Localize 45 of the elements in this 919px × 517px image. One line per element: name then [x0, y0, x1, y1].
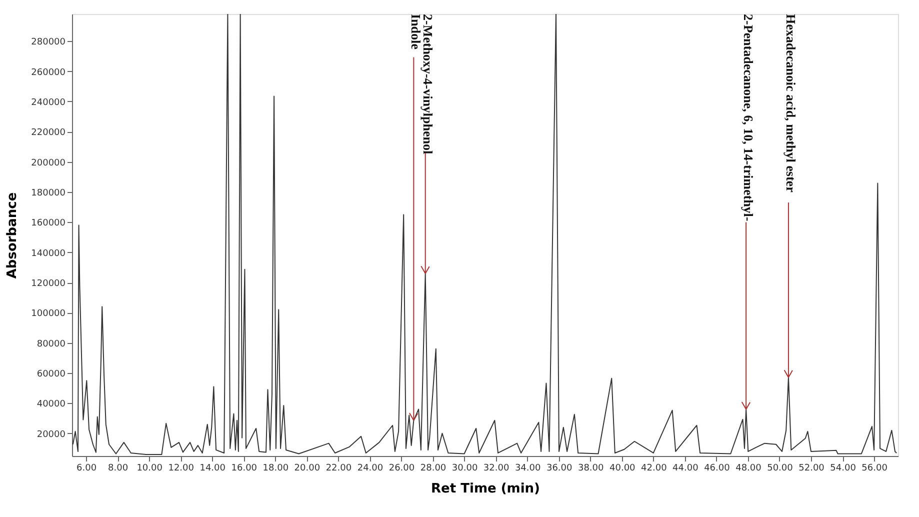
y-tick-label: 120000	[31, 279, 66, 290]
x-tick-label: 30.00	[452, 464, 478, 474]
x-tick-label: 48.00	[736, 464, 762, 474]
y-tick-label: 100000	[31, 309, 66, 320]
line-series	[72, 14, 898, 455]
y-tick-label: 260000	[31, 68, 66, 78]
x-tick-label: 26.00	[388, 464, 415, 474]
y-tick-label: 240000	[31, 98, 66, 108]
x-tick-label: 32.00	[483, 464, 510, 474]
y-tick-label: 280000	[31, 38, 66, 48]
y-tick-label: 60000	[36, 370, 66, 380]
x-tick-label: 38.00	[578, 464, 604, 474]
x-tick-label: 18.00	[262, 464, 289, 474]
x-tick-label: 36.00	[546, 464, 572, 474]
x-tick-label: 52.00	[798, 464, 825, 474]
x-tick-label: 44.00	[672, 464, 699, 474]
x-tick-label: 14.00	[200, 464, 226, 474]
y-tick-label: 180000	[31, 188, 66, 199]
x-tick-label: 46.00	[704, 464, 730, 474]
y-tick-label: 140000	[31, 248, 66, 259]
x-tick-label: 16.00	[231, 464, 258, 474]
y-axis-title: Absorbance	[5, 192, 20, 279]
y-tick-label: 200000	[31, 158, 66, 168]
y-tick-label: 220000	[31, 128, 66, 138]
x-tick-label: 42.00	[641, 464, 668, 474]
x-tick-label: 6.00	[76, 464, 97, 474]
x-axis-title: Ret Time (min)	[431, 482, 540, 496]
annotation: Hexadecanoic acid, methyl ester	[783, 14, 798, 193]
x-tick-label: 20.00	[294, 464, 320, 474]
x-tick-label: 22.00	[326, 464, 352, 474]
x-tick-label: 50.00	[767, 464, 794, 474]
y-tick-label: 20000	[36, 430, 66, 440]
annotation: 2-Pentadecanone, 6, 10, 14-trimethyl-	[741, 14, 756, 222]
x-tick-label: 34.00	[514, 464, 541, 474]
x-tick-label: 12.00	[168, 464, 194, 474]
x-tick-label: 40.00	[609, 464, 636, 474]
x-tick-label: 54.00	[830, 464, 856, 474]
x-tick-label: 56.00	[862, 464, 888, 474]
x-tick-label: 24.00	[357, 464, 384, 474]
x-tick-label: 10.00	[136, 464, 163, 474]
x-tick-label: 8.00	[108, 464, 128, 474]
y-tick-label: 160000	[31, 218, 66, 229]
y-tick-label: 80000	[36, 339, 66, 350]
x-tick-label: 28.00	[420, 464, 446, 474]
y-tick-label: 40000	[36, 400, 66, 410]
